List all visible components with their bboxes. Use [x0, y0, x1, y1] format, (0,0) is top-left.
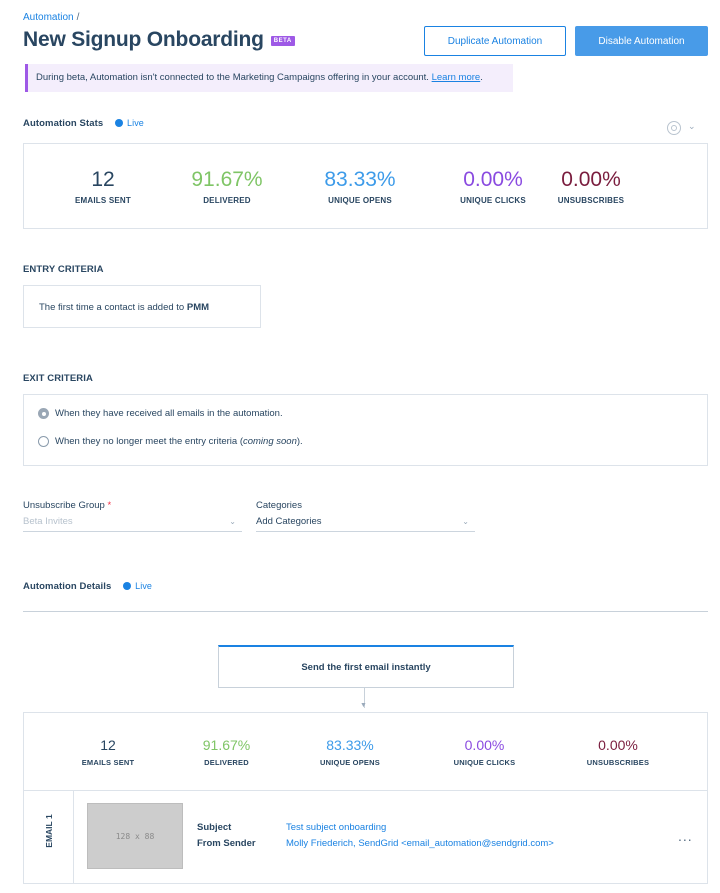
banner-text: During beta, Automation isn't connected …: [36, 72, 429, 83]
email-stats-row: 12 EMAILS SENT 91.67% DELIVERED 83.33% U…: [23, 737, 708, 767]
stat-label: UNSUBSCRIBES: [586, 758, 650, 767]
chevron-down-icon[interactable]: ⌄: [688, 121, 696, 131]
exit-option2-prefix: When they no longer meet the entry crite…: [55, 436, 243, 447]
entry-criteria-text: The first time a contact is added to: [39, 302, 185, 313]
chevron-down-icon: ⌄: [229, 517, 236, 526]
stat-value: 0.00%: [561, 168, 621, 191]
exit-option-no-longer-meet[interactable]: When they no longer meet the entry crite…: [38, 436, 303, 447]
stat-emails-sent: 12 EMAILS SENT: [23, 737, 193, 767]
subject-value[interactable]: Test subject onboarding: [286, 822, 387, 833]
stat-label: UNIQUE CLICKS: [453, 758, 516, 767]
exit-option-all-emails[interactable]: When they have received all emails in th…: [38, 408, 283, 419]
stat-value: 12: [100, 737, 116, 753]
unsubscribe-group-value: Beta Invites: [23, 516, 73, 527]
unsubscribe-group-label-text: Unsubscribe Group: [23, 500, 105, 511]
live-dot-icon: [115, 119, 123, 127]
stat-label: UNIQUE OPENS: [320, 758, 380, 767]
automation-stats-title: Automation Stats: [23, 118, 104, 129]
stat-label: DELIVERED: [203, 196, 251, 205]
from-sender-value[interactable]: Molly Friederich, SendGrid <email_automa…: [286, 838, 554, 849]
radio-unchecked-icon[interactable]: [38, 436, 49, 447]
breadcrumb-link-automation[interactable]: Automation: [23, 12, 74, 23]
unsubscribe-group-label: Unsubscribe Group *: [23, 500, 111, 511]
exit-option-label: When they have received all emails in th…: [55, 408, 283, 419]
email-tab: [23, 791, 74, 884]
stat-delivered: 91.67% DELIVERED: [183, 168, 271, 205]
stat-value: 12: [91, 168, 115, 191]
stat-value: 0.00%: [463, 168, 523, 191]
from-sender-label: From Sender: [197, 838, 256, 849]
subject-label: Subject: [197, 822, 232, 833]
stat-value: 91.67%: [191, 168, 263, 191]
stat-unsubscribes: 0.00% UNSUBSCRIBES: [537, 168, 645, 205]
stats-row: 12 EMAILS SENT 91.67% DELIVERED 83.33% U…: [23, 168, 708, 205]
duplicate-automation-button[interactable]: Duplicate Automation: [424, 26, 566, 56]
beta-banner: During beta, Automation isn't connected …: [25, 64, 513, 92]
disable-automation-button[interactable]: Disable Automation: [575, 26, 708, 56]
stat-value: 83.33%: [326, 737, 374, 753]
chevron-down-icon: ⌄: [462, 517, 469, 526]
live-dot-icon: [123, 582, 132, 590]
coming-soon-text: coming soon: [242, 436, 297, 447]
stat-label: EMAILS SENT: [81, 758, 135, 767]
gear-icon[interactable]: [667, 121, 681, 135]
beta-badge: BETA: [270, 36, 295, 46]
automation-stats-heading: Automation Stats Live: [23, 118, 144, 129]
breadcrumb-separator: /: [76, 12, 80, 23]
exit-option2-suffix: ).: [296, 436, 303, 447]
automation-details-title: Automation Details: [23, 581, 112, 592]
automation-details-heading: Automation Details Live: [23, 581, 152, 592]
live-indicator: Live: [115, 118, 144, 128]
stat-unique-opens: 83.33% UNIQUE OPENS: [271, 168, 449, 205]
stat-value: 0.00%: [598, 737, 638, 753]
banner-suffix: .: [480, 72, 483, 83]
step-send-instantly[interactable]: Send the first email instantly: [218, 645, 514, 688]
stat-label: DELIVERED: [204, 758, 249, 767]
arrow-down-icon: ▼: [360, 702, 367, 709]
entry-criteria-title: ENTRY CRITERIA: [23, 264, 104, 275]
page-title-text: New Signup Onboarding: [23, 28, 264, 51]
radio-checked-icon[interactable]: [38, 408, 49, 419]
unsubscribe-group-select[interactable]: Beta Invites ⌄: [23, 516, 242, 532]
exit-option-label: When they no longer meet the entry crite…: [55, 436, 303, 447]
stat-label: UNIQUE CLICKS: [460, 196, 526, 205]
live-indicator: Live: [123, 581, 152, 591]
learn-more-link[interactable]: Learn more: [431, 72, 481, 83]
divider: [23, 790, 708, 791]
stat-value: 91.67%: [202, 737, 251, 753]
stat-label: UNIQUE OPENS: [328, 196, 392, 205]
entry-criteria-box: The first time a contact is added to PMM: [23, 285, 261, 328]
more-options-icon[interactable]: ...: [678, 828, 693, 844]
connector-line: [364, 688, 365, 708]
stat-label: UNSUBSCRIBES: [557, 196, 625, 205]
required-marker: *: [107, 500, 112, 511]
stat-unsubscribes: 0.00% UNSUBSCRIBES: [529, 737, 707, 767]
categories-select[interactable]: Add Categories ⌄: [256, 516, 475, 532]
stat-label: EMAILS SENT: [75, 196, 131, 205]
breadcrumb: Automation /: [23, 12, 79, 23]
stat-unique-clicks: 0.00% UNIQUE CLICKS: [440, 737, 529, 767]
categories-label: Categories: [256, 500, 302, 511]
stat-emails-sent: 12 EMAILS SENT: [23, 168, 183, 205]
page-title: New Signup Onboarding BETA: [23, 28, 295, 52]
stat-value: 83.33%: [324, 168, 396, 191]
categories-value: Add Categories: [256, 516, 322, 527]
email-tab-label: EMAIL 1: [44, 814, 54, 848]
stat-unique-clicks: 0.00% UNIQUE CLICKS: [449, 168, 537, 205]
entry-list-name: PMM: [186, 302, 210, 313]
stats-panel: [23, 143, 708, 229]
live-label: Live: [127, 118, 144, 128]
exit-criteria-title: EXIT CRITERIA: [23, 373, 93, 384]
stat-delivered: 91.67% DELIVERED: [193, 737, 260, 767]
live-label: Live: [135, 581, 153, 591]
email-thumbnail[interactable]: 128 x 88: [87, 803, 183, 869]
exit-criteria-box: [23, 394, 708, 466]
stat-value: 0.00%: [464, 737, 505, 753]
stat-unique-opens: 83.33% UNIQUE OPENS: [260, 737, 440, 767]
divider: [23, 611, 708, 612]
